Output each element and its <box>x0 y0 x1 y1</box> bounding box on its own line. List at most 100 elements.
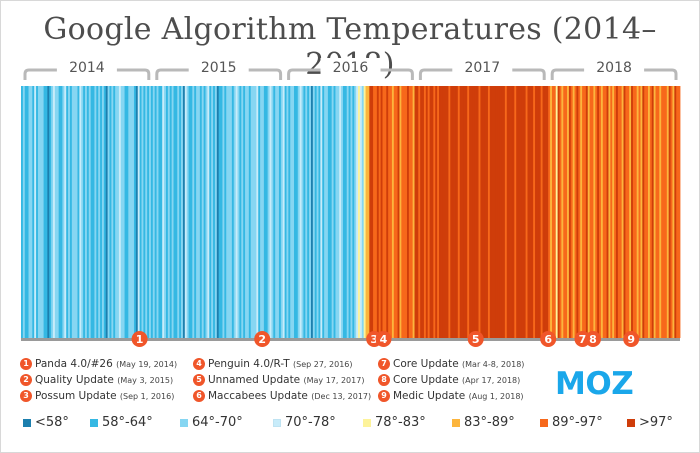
legend-swatch <box>452 418 460 427</box>
temperature-stripe <box>348 86 351 338</box>
temperature-stripe <box>527 86 530 338</box>
temperature-stripe <box>32 86 35 338</box>
temperature-stripe <box>615 86 619 338</box>
temperature-stripe <box>213 86 216 338</box>
temperature-stripe <box>376 86 380 338</box>
temperature-stripe <box>260 86 263 338</box>
event-marker-label: 2 <box>258 333 266 346</box>
temperature-stripe <box>282 86 285 338</box>
temp-legend-item: 83°-89° <box>452 415 515 430</box>
temperature-stripe <box>559 86 562 338</box>
temperature-stripe <box>489 86 493 338</box>
temperature-stripe <box>435 86 438 338</box>
temperature-stripe <box>124 86 127 338</box>
legend-label: 89°-97° <box>552 415 603 430</box>
temperature-stripe <box>625 86 628 338</box>
legend-label: 70°-78° <box>285 415 336 430</box>
temperature-stripe <box>448 86 451 338</box>
temperature-stripe <box>619 86 623 338</box>
temperature-stripe <box>133 86 137 338</box>
legend-swatch <box>23 418 31 427</box>
temperature-stripe <box>423 86 427 338</box>
temperature-stripe <box>54 86 58 338</box>
temperature-stripe <box>190 86 193 338</box>
temperature-stripe <box>312 86 316 338</box>
temperature-stripe <box>497 86 500 338</box>
temperature-stripe <box>568 86 572 338</box>
event-marker <box>585 331 601 347</box>
temperature-stripe <box>246 86 250 338</box>
event-marker <box>540 331 557 347</box>
event-legend-item: 2 Quality Update (May 3, 2015) <box>20 374 173 386</box>
temperature-stripe <box>503 86 506 338</box>
temperature-stripe <box>653 86 656 338</box>
temperature-stripe <box>538 86 542 338</box>
temperature-stripe <box>670 86 673 338</box>
temperature-stripe <box>269 86 272 338</box>
legend-swatch <box>90 418 98 427</box>
event-name: Medic Update <box>393 390 466 402</box>
temperature-stripe <box>636 86 639 338</box>
temperature-stripe <box>344 86 348 338</box>
temperature-stripe <box>414 86 417 338</box>
temperature-stripe <box>442 86 446 338</box>
temperature-stripe <box>550 86 553 338</box>
temperature-stripe <box>606 86 609 338</box>
temp-legend-item: <58° <box>23 415 69 430</box>
temperature-stripe <box>280 86 284 338</box>
temperature-stripe <box>499 86 502 338</box>
moz-logo: MOZ <box>555 366 634 402</box>
temperature-stripe <box>504 86 508 338</box>
temperature-stripe <box>403 86 406 338</box>
temperature-stripe <box>339 86 342 338</box>
temperature-stripe <box>120 86 124 338</box>
temperature-stripe <box>563 86 566 338</box>
temperature-stripe <box>179 86 182 338</box>
temperature-stripe <box>30 86 33 338</box>
temperature-stripe <box>263 86 267 338</box>
temperature-stripe <box>582 86 585 338</box>
temperature-stripe <box>83 86 86 338</box>
temperature-stripe <box>297 86 301 338</box>
temperature-stripe <box>531 86 534 338</box>
year-label: 2014 <box>69 60 105 76</box>
temperature-stripe <box>406 86 410 338</box>
temperature-stripe <box>374 86 378 338</box>
temperature-stripe <box>642 86 645 338</box>
event-date: (Aug 1, 2018) <box>468 392 524 401</box>
temperature-stripe <box>651 86 655 338</box>
event-marker-label: 9 <box>627 333 635 346</box>
temperature-stripe <box>169 86 173 338</box>
temperature-stripe <box>657 86 660 338</box>
event-name: Core Update <box>393 374 459 386</box>
temperature-stripe <box>395 86 398 338</box>
event-date: (May 17, 2017) <box>303 376 365 385</box>
temperature-stripe <box>152 86 156 338</box>
temperature-stripe <box>137 86 141 338</box>
temperature-stripe <box>254 86 257 338</box>
temperature-stripe <box>290 86 293 338</box>
temperature-stripe <box>309 86 312 338</box>
temperature-stripe <box>608 86 611 338</box>
event-name: Maccabees Update <box>208 390 308 402</box>
temperature-stripe <box>252 86 255 338</box>
temperature-stripe <box>437 86 440 338</box>
temperature-stripe <box>676 86 679 338</box>
temperature-stripe <box>318 86 321 338</box>
temperature-stripe <box>416 86 419 338</box>
temperature-stripe <box>58 86 61 338</box>
event-date: (Sep 1, 2016) <box>119 392 175 401</box>
temperature-stripe <box>167 86 171 338</box>
temperature-stripe <box>98 86 101 338</box>
temperature-stripe <box>631 86 634 338</box>
temperature-stripe <box>214 86 218 338</box>
temperature-stripe <box>450 86 453 338</box>
temperature-stripe <box>71 86 75 338</box>
temperature-stripe <box>391 86 395 338</box>
temperature-stripe <box>101 86 105 338</box>
year-label: 2018 <box>596 60 632 76</box>
temperature-stripe <box>540 86 543 338</box>
temperature-stripe <box>235 86 238 338</box>
temperature-stripe <box>164 86 167 338</box>
event-legend-item: 5 Unnamed Update (May 17, 2017) <box>193 374 364 386</box>
